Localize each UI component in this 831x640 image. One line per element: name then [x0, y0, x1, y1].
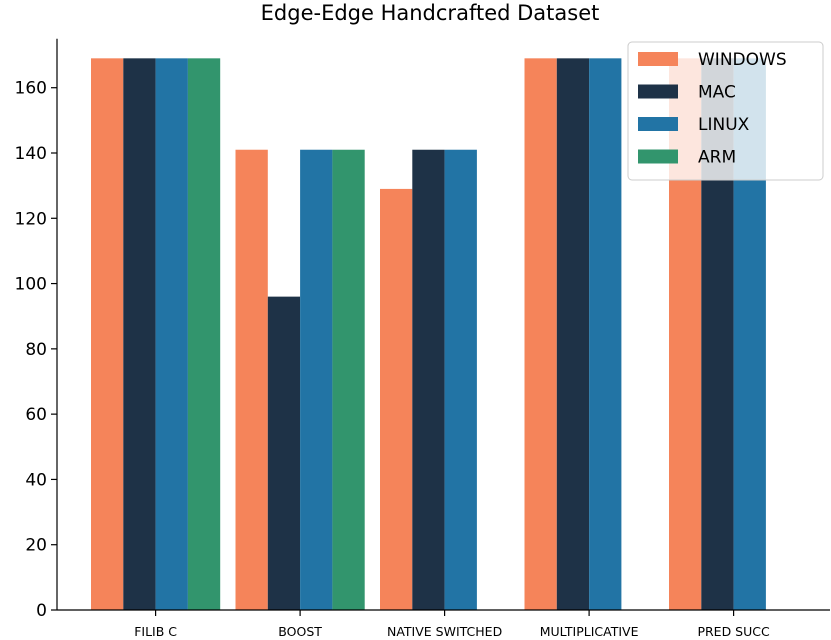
x-tick-label: MULTIPLICATIVE — [540, 624, 639, 639]
bar-linux-boost — [300, 149, 333, 611]
bar-arm-boost — [332, 149, 365, 611]
legend-box — [627, 41, 824, 181]
bar-arm-filib-c — [187, 58, 221, 610]
bar-linux-multiplicative — [589, 58, 622, 610]
legend-label-mac: MAC — [698, 83, 736, 103]
legend-label-windows: WINDOWS — [698, 50, 787, 70]
legend-swatch-mac — [638, 84, 678, 99]
y-tick-label: 20 — [25, 536, 47, 556]
y-tick-label: 120 — [15, 209, 47, 229]
bar-mac-multiplicative — [556, 58, 590, 610]
x-axis: FILIB C BOOST NATIVE SWITCHED MULTIPLICATIV… — [57, 609, 830, 639]
y-tick-label: 80 — [25, 340, 47, 360]
bars-group — [91, 58, 766, 611]
bar-windows-native-switched — [380, 188, 413, 610]
bar-windows-multiplicative — [524, 58, 557, 610]
bar-mac-filib-c — [123, 58, 156, 610]
y-tick-label: 160 — [15, 79, 47, 99]
legend-swatch-linux — [638, 117, 678, 131]
legend-label-linux: LINUX — [698, 115, 750, 135]
y-tick-label: 60 — [25, 405, 47, 425]
chart-title: Edge-Edge Handcrafted Dataset — [261, 1, 600, 25]
bar-windows-boost — [235, 149, 268, 611]
x-tick-label: BOOST — [278, 624, 322, 639]
bar-windows-filib-c — [91, 58, 124, 610]
bar-mac-native-switched — [412, 149, 445, 611]
y-tick-label: 140 — [15, 144, 47, 164]
bar-linux-filib-c — [155, 58, 188, 610]
legend-label-arm: ARM — [698, 148, 736, 168]
x-tick-label: FILIB C — [134, 624, 177, 639]
y-tick-label: 40 — [25, 470, 47, 490]
x-tick-label: PRED SUCC — [697, 624, 770, 639]
bar-mac-boost — [267, 296, 301, 610]
legend-swatch-arm — [638, 149, 678, 164]
y-axis: 0 20 40 60 80 100 120 140 160 — [15, 38, 58, 621]
y-tick-label: 0 — [36, 601, 47, 621]
x-tick-label: NATIVE SWITCHED — [387, 624, 502, 639]
bar-linux-native-switched — [444, 149, 477, 611]
y-tick-label: 100 — [15, 275, 47, 295]
legend-swatch-windows — [638, 52, 678, 66]
legend: WINDOWS MAC LINUX ARM — [627, 41, 824, 181]
